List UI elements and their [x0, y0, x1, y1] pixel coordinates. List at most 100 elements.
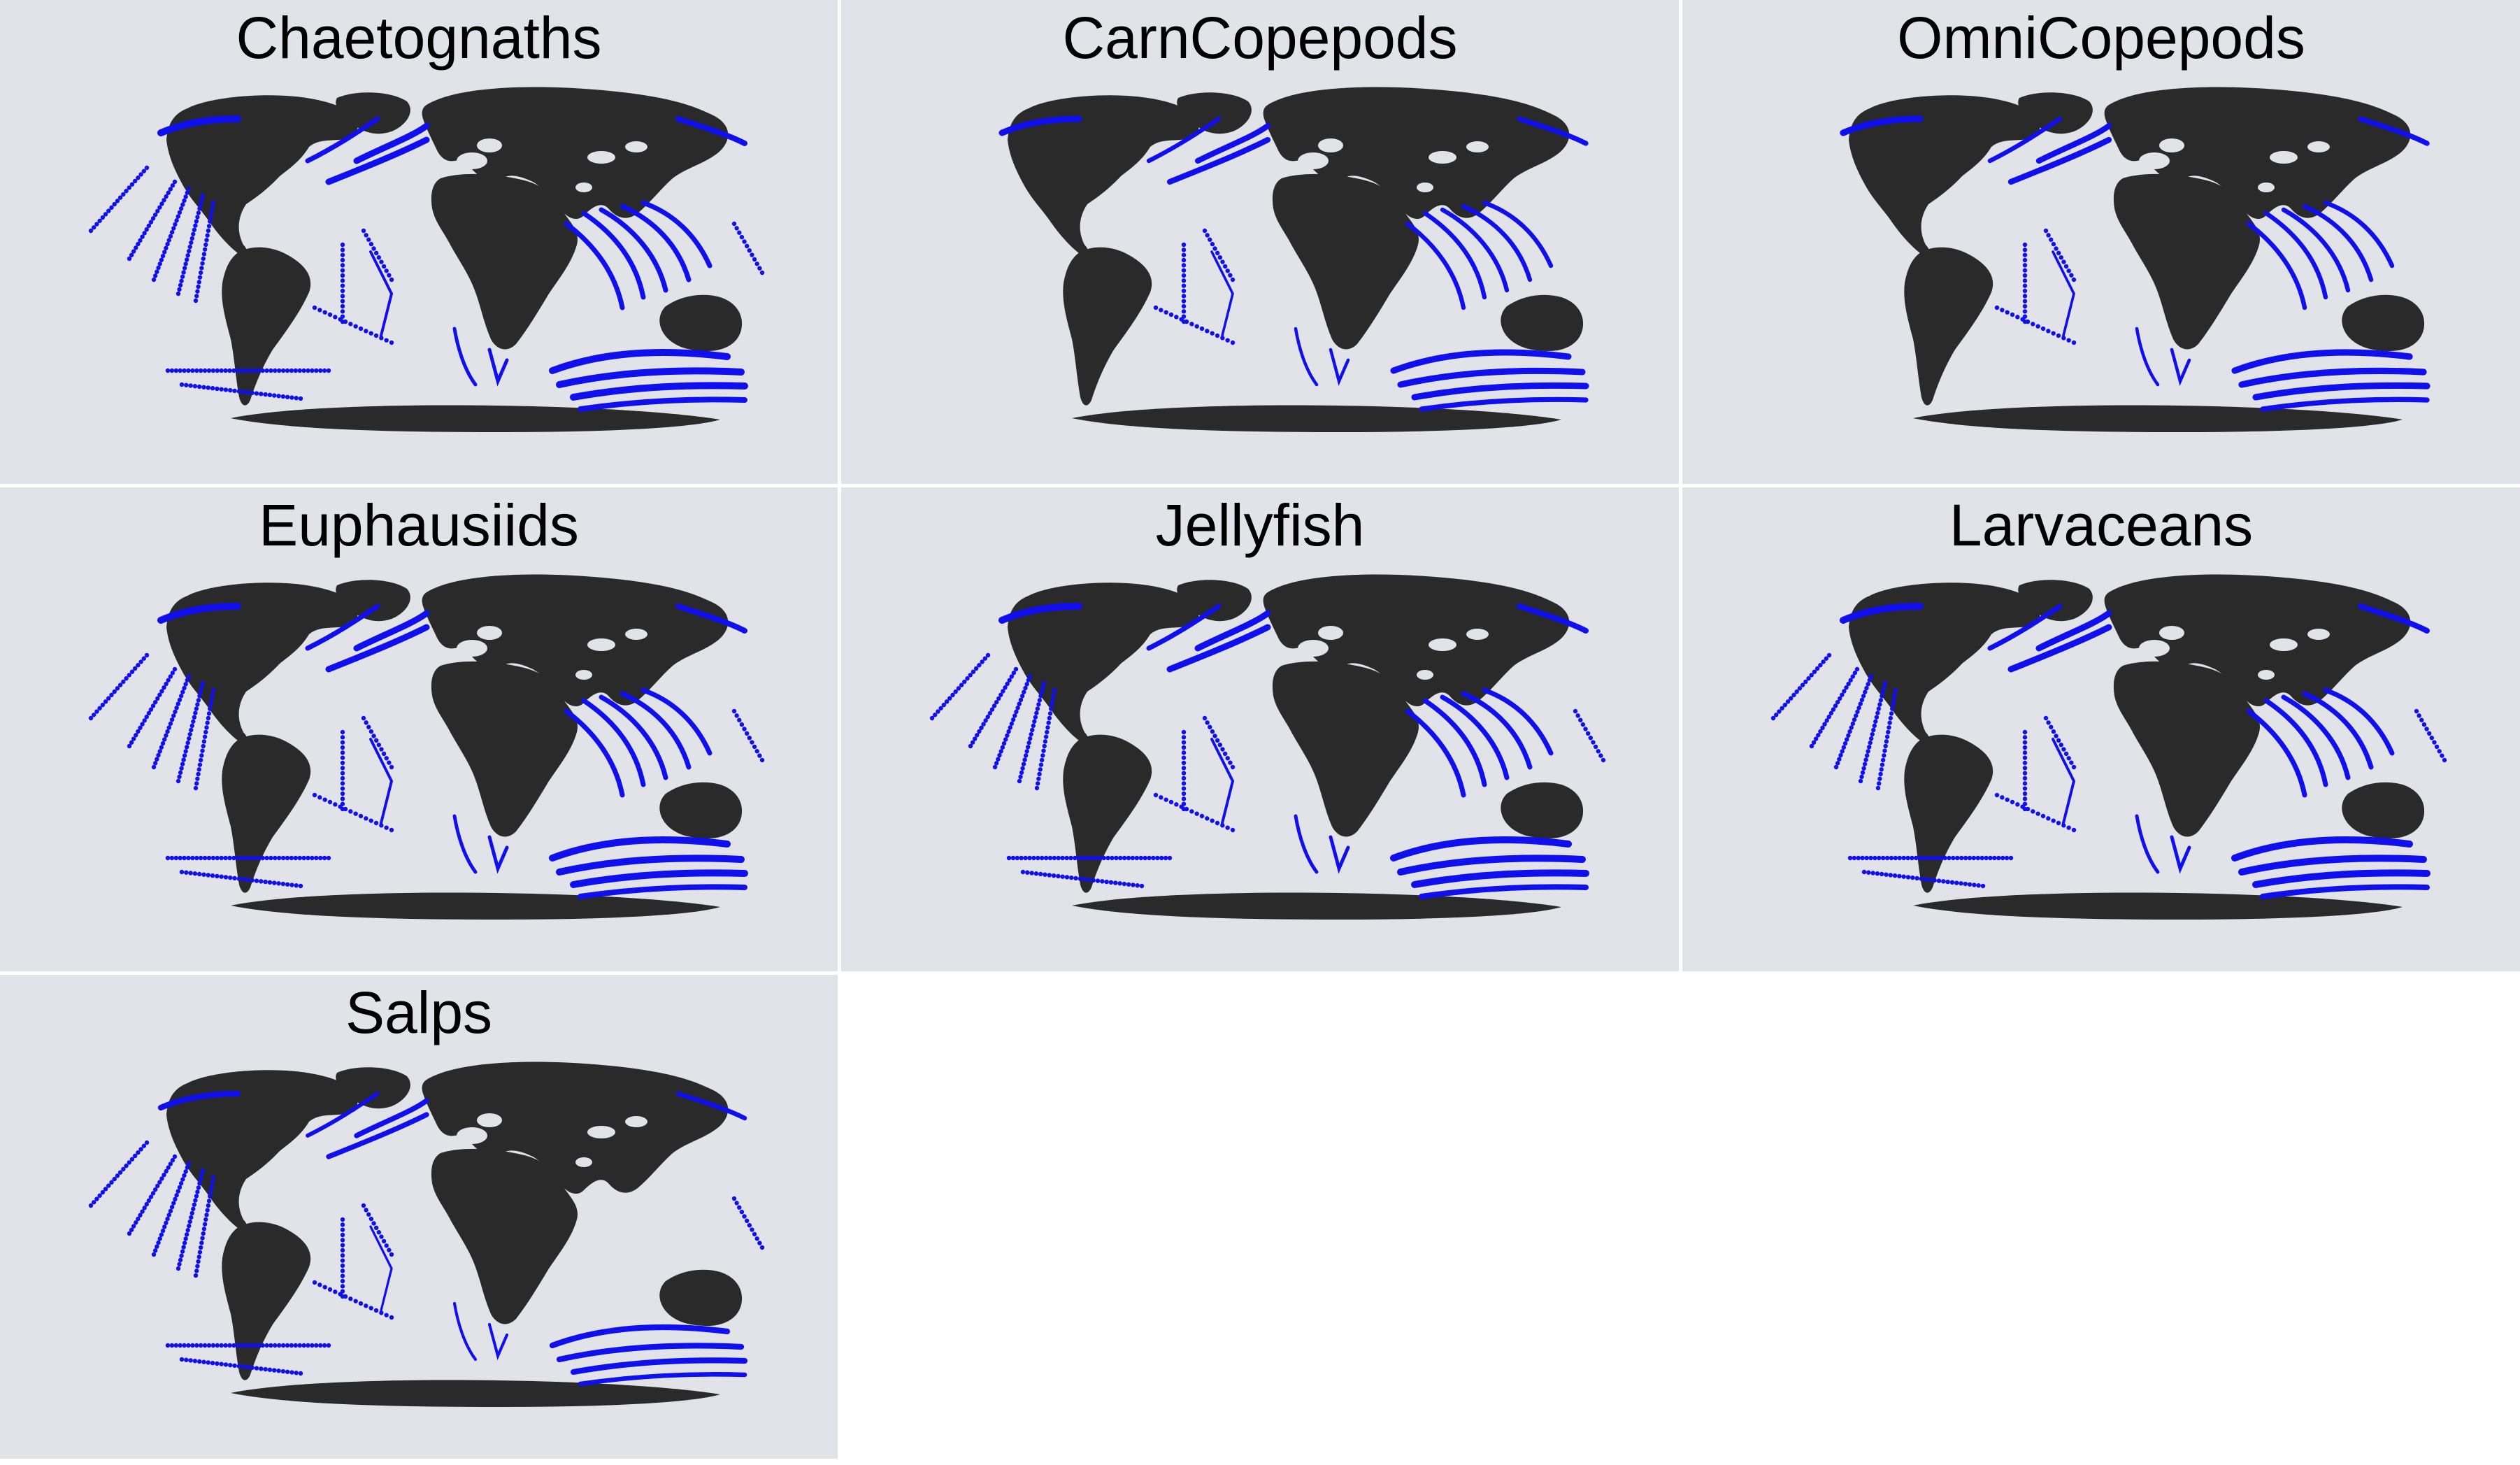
observation-point [150, 1191, 156, 1196]
observation-point [1215, 820, 1220, 826]
observation-point [1117, 881, 1122, 886]
observation-point [228, 1362, 233, 1368]
observation-point [152, 212, 158, 217]
observation-point [195, 776, 200, 781]
observation-point [739, 1209, 745, 1215]
observation-point [1006, 729, 1011, 734]
observation-point [199, 197, 204, 203]
observation-point [376, 742, 382, 748]
land-south-america [222, 1222, 311, 1380]
observation-track [1411, 382, 1589, 401]
observation-point [183, 1169, 188, 1174]
observation-point [173, 855, 178, 861]
observation-point [1818, 729, 1823, 734]
observation-point [179, 278, 184, 283]
observation-point [379, 1310, 384, 1315]
observation-track [2358, 603, 2430, 634]
observation-point [1864, 753, 1870, 758]
observation-point [322, 1285, 327, 1289]
observation-point [2022, 299, 2028, 303]
observation-point [1588, 735, 1594, 741]
observation-point [127, 1160, 131, 1165]
observation-point [1064, 855, 1069, 861]
observation-point [201, 256, 206, 262]
observation-point [340, 248, 345, 252]
observation-point [1831, 707, 1836, 712]
lake [2139, 152, 2170, 169]
observation-point [285, 1343, 290, 1348]
observation-point [1181, 781, 1187, 786]
observation-track [570, 869, 748, 888]
observation-point [136, 1150, 141, 1155]
observation-point [1131, 882, 1136, 887]
observation-point [188, 1358, 193, 1363]
observation-point [1037, 771, 1042, 777]
lake [587, 151, 615, 164]
observation-point [1003, 737, 1008, 742]
observation-track [2135, 327, 2160, 387]
observation-point [340, 740, 345, 745]
observation-point [1225, 269, 1230, 273]
land-africa [431, 1148, 578, 1324]
observation-track [305, 603, 380, 651]
observation-point [112, 1176, 117, 1182]
observation-point [1847, 855, 1853, 861]
lake [1429, 151, 1456, 164]
observation-point [1596, 749, 1601, 754]
observation-point [298, 396, 303, 401]
observation-point [124, 1163, 129, 1169]
observation-point [1866, 749, 1870, 754]
observation-point [177, 210, 182, 215]
observation-point [210, 1343, 216, 1348]
observation-point [280, 1368, 286, 1374]
observation-point [202, 1222, 208, 1227]
observation-point [1215, 250, 1220, 256]
observation-point [343, 319, 348, 324]
observation-point [734, 1201, 739, 1206]
lake [2270, 638, 2298, 651]
observation-point [200, 1236, 205, 1241]
observation-point [1230, 277, 1236, 283]
world-map [998, 87, 1589, 432]
observation-point [210, 368, 216, 373]
observation-track [620, 203, 692, 283]
land-africa [2113, 661, 2260, 837]
observation-point [343, 1294, 348, 1299]
observation-track [2135, 814, 2160, 874]
land-africa [431, 173, 578, 350]
observation-point [317, 795, 322, 800]
observation-point [189, 1215, 194, 1220]
observation-point [155, 1244, 159, 1249]
observation-point [348, 322, 353, 327]
observation-point [1837, 757, 1842, 762]
observation-point [1043, 872, 1047, 877]
observation-point [1884, 872, 1889, 877]
observation-point [136, 729, 141, 734]
observation-point [264, 855, 269, 861]
observation-point [737, 717, 742, 722]
observation-point [1023, 685, 1028, 691]
observation-point [170, 671, 176, 676]
observation-point [197, 762, 203, 767]
observation-track [1840, 115, 1924, 136]
observation-point [169, 717, 175, 722]
observation-point [731, 221, 737, 227]
observation-point [180, 1249, 185, 1254]
observation-point [199, 266, 204, 271]
observation-point [340, 1258, 345, 1263]
observation-point [210, 687, 216, 693]
observation-point [1994, 792, 2000, 798]
observation-point [1872, 723, 1877, 729]
observation-point [318, 368, 323, 373]
observation-point [1824, 656, 1828, 661]
observation-point [1777, 709, 1782, 714]
observation-point [136, 241, 141, 247]
observation-point [1972, 882, 1977, 887]
observation-point [1030, 727, 1035, 733]
observation-point [264, 1343, 269, 1348]
observation-point [1052, 687, 1057, 693]
observation-point [1959, 855, 1964, 861]
observation-point [241, 390, 246, 394]
observation-point [1153, 792, 1159, 798]
observation-point [1215, 333, 1220, 338]
